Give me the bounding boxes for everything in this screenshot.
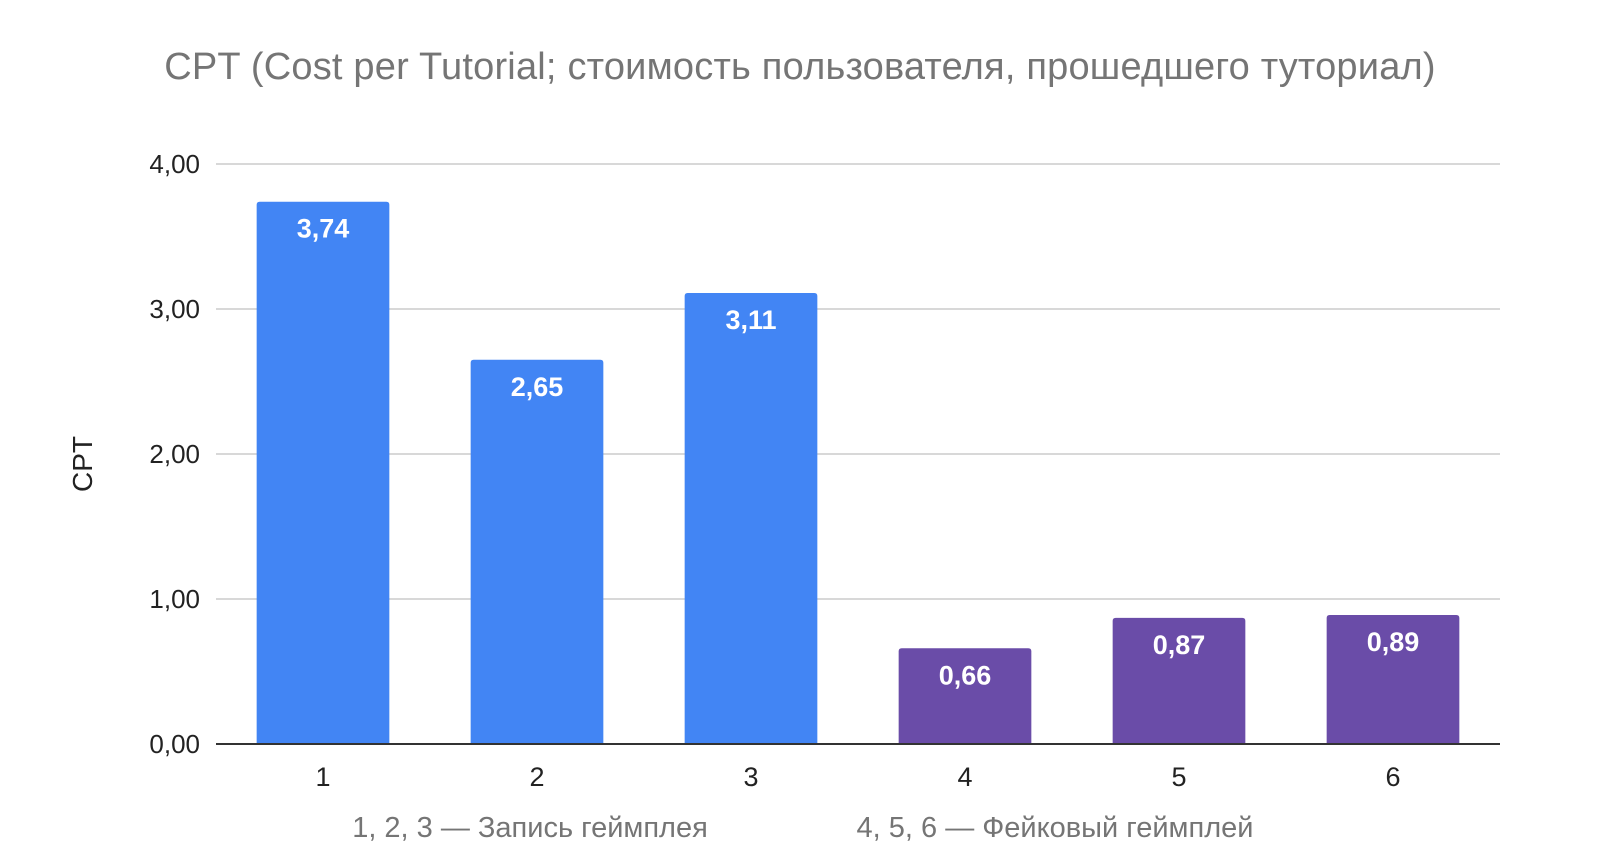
data-label: 2,65: [511, 372, 564, 402]
y-tick-label: 3,00: [149, 294, 200, 324]
data-label: 0,89: [1367, 627, 1420, 657]
data-label: 3,11: [725, 305, 776, 335]
bar: [470, 359, 604, 744]
data-label: 3,74: [297, 214, 350, 244]
data-label: 0,87: [1153, 630, 1206, 660]
x-annotation: 4, 5, 6 — Фейковый геймплей: [857, 812, 1254, 844]
x-tick-label: 3: [743, 762, 758, 792]
bar: [1326, 614, 1460, 744]
y-tick-label: 4,00: [149, 149, 200, 179]
x-tick-label: 1: [315, 762, 330, 792]
y-tick-label: 1,00: [149, 584, 200, 614]
labels: 0,00 1,00 2,00 3,00 4,00 3,74 1 2,65 2 3,11 3 0,66 4…: [67, 149, 1419, 844]
bar: [256, 201, 390, 744]
x-tick-label: 2: [529, 762, 544, 792]
chart-title: CPT (Cost per Tutorial; стоимость пользо…: [164, 46, 1436, 88]
y-tick-label: 2,00: [149, 439, 200, 469]
data-label: 0,66: [939, 660, 992, 690]
x-tick-label: 6: [1385, 762, 1400, 792]
x-tick-label: 4: [957, 762, 972, 792]
y-tick-label: 0,00: [149, 729, 200, 759]
bar: [684, 293, 818, 744]
bars: [256, 201, 1460, 744]
x-tick-label: 5: [1171, 762, 1186, 792]
x-annotation: 1, 2, 3 — Запись геймплея: [352, 812, 708, 844]
bar: [1112, 617, 1246, 744]
gridlines: [216, 163, 1500, 600]
y-axis-label: CPT: [67, 436, 98, 492]
bar: [898, 648, 1032, 744]
